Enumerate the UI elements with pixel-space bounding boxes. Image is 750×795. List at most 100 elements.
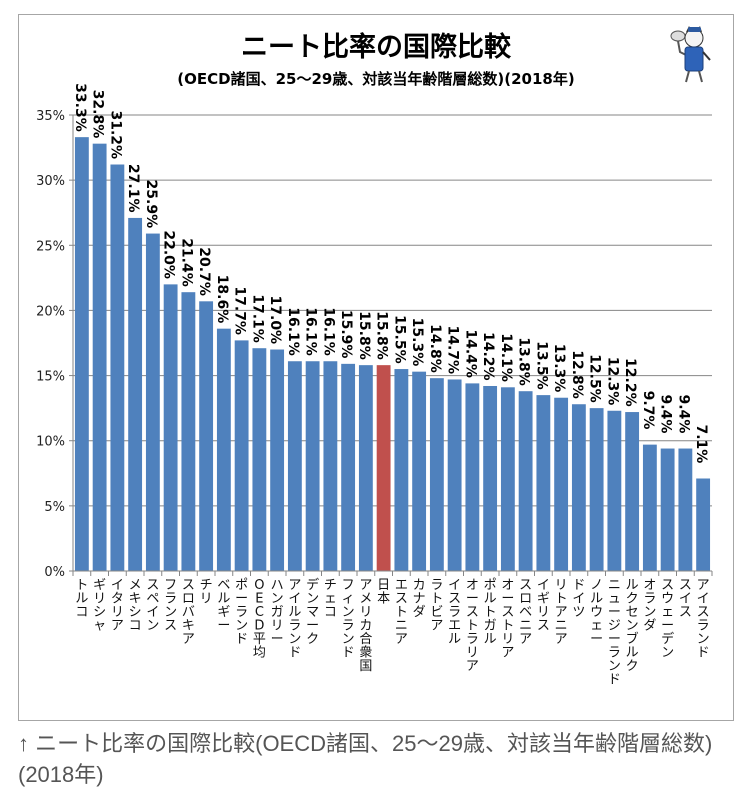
x-category-label: チリ [200,578,213,607]
bar [607,410,622,571]
bar [128,217,143,571]
bar [323,361,338,571]
data-label: 20.7% [196,247,212,296]
bar [518,391,533,571]
y-tick-label: 0% [44,565,65,580]
data-label: 18.6% [214,275,230,324]
data-label: 17.1% [249,294,265,343]
data-label: 15.5% [391,315,407,364]
data-label: 14.8% [427,324,443,373]
cat-mascot-icon [670,26,711,83]
bars [74,137,711,572]
bar [270,349,285,571]
x-category-label: ノルウェー [590,578,603,647]
data-label: 32.8% [90,90,106,139]
y-tick-label: 15% [36,370,65,385]
bar [199,301,214,571]
bar [163,284,178,571]
x-category-label: O E C D 平均 [253,578,266,661]
data-label: 13.3% [551,344,567,393]
bar [660,448,675,571]
data-label: 12.2% [622,358,638,407]
data-label: 13.5% [533,341,549,390]
data-label: 15.8% [374,311,390,360]
x-category-label: スウェーデン [661,578,674,661]
x-category-label: スロバキア [182,578,195,647]
x-category-label: ドイツ [572,578,585,620]
data-label: 15.8% [356,311,372,360]
bar [642,444,657,571]
x-category-label: リトアニア [555,578,568,647]
bar [483,385,498,571]
bar [412,371,427,571]
bar [74,137,89,572]
bar [216,328,231,571]
data-label: 13.8% [516,337,532,386]
data-labels: 33.3% 32.8% 31.2%27.1% 25.9%22.0% 21.4% 20.7%… [72,83,709,463]
data-label: 33.3% [72,83,88,132]
x-category-label: チェコ [324,578,337,620]
data-label: 14.2% [480,332,496,381]
x-category-label: トルコ [75,578,88,620]
bar [696,478,711,571]
bar [429,378,444,571]
y-tick-label: 10% [36,435,65,450]
bar [252,348,267,571]
x-category-label: イタリア [111,578,124,634]
data-label: 9.4% [658,395,674,434]
bar [341,363,356,571]
y-axis-ticks: 0% 5% 10% 15% 20% 25% 30% 35% [36,109,65,580]
x-category-label: エストニア [395,578,408,647]
data-label: 16.1% [285,307,301,356]
x-category-label: ベルギー [217,578,230,634]
x-category-label: 日本 [377,578,390,607]
data-label: 14.7% [445,325,461,374]
data-label: 16.1% [320,307,336,356]
bar [571,404,586,571]
x-category-label: ポルトガル [484,578,497,647]
data-label: 9.7% [640,391,656,430]
y-tick-label: 5% [44,500,65,515]
x-category-label: メキシコ [129,578,142,634]
x-category-label: スロベニア [519,578,532,647]
x-category-label: イスラエル [448,578,461,647]
figure-caption: ↑ ニート比率の国際比較(OECD諸国、25〜29歳、対該当年齢階層総数)(20… [18,731,713,787]
data-label: 12.3% [604,357,620,406]
bar [394,369,409,571]
data-label: 17.7% [232,286,248,335]
bar [287,361,302,571]
data-label: 7.1% [693,424,709,463]
bar [376,365,391,571]
x-category-label: スペイン [146,578,159,634]
bar [234,340,249,571]
x-category-label: アイスランド [697,578,710,661]
data-label: 12.8% [569,350,585,399]
data-label: 27.1% [125,164,141,213]
gridlines [69,114,712,572]
x-category-label: オーストラリア [466,578,479,674]
data-label: 22.0% [161,230,177,279]
x-category-label: イギリス [537,578,550,634]
bar [145,233,160,571]
bar [536,395,551,571]
data-label: 31.2% [107,111,123,160]
data-label: 21.4% [178,238,194,287]
x-category-label: ハンガリー [271,578,284,647]
bar [678,448,693,571]
bar [305,361,320,571]
data-label: 14.1% [498,333,514,382]
bar [110,164,125,571]
y-tick-label: 20% [36,304,65,319]
y-tick-label: 30% [36,174,65,189]
x-category-label: スイス [679,578,692,620]
x-category-label: カナダ [413,578,426,620]
chart-subtitle: (OECD諸国、25〜29歳、対該当年齢階層総数)(2018年) [177,70,574,88]
x-category-label: ラトビア [430,578,443,634]
data-label: 16.1% [303,307,319,356]
data-label: 25.9% [143,180,159,229]
bar [554,397,569,571]
y-tick-label: 35% [36,109,65,124]
bar [181,292,196,571]
